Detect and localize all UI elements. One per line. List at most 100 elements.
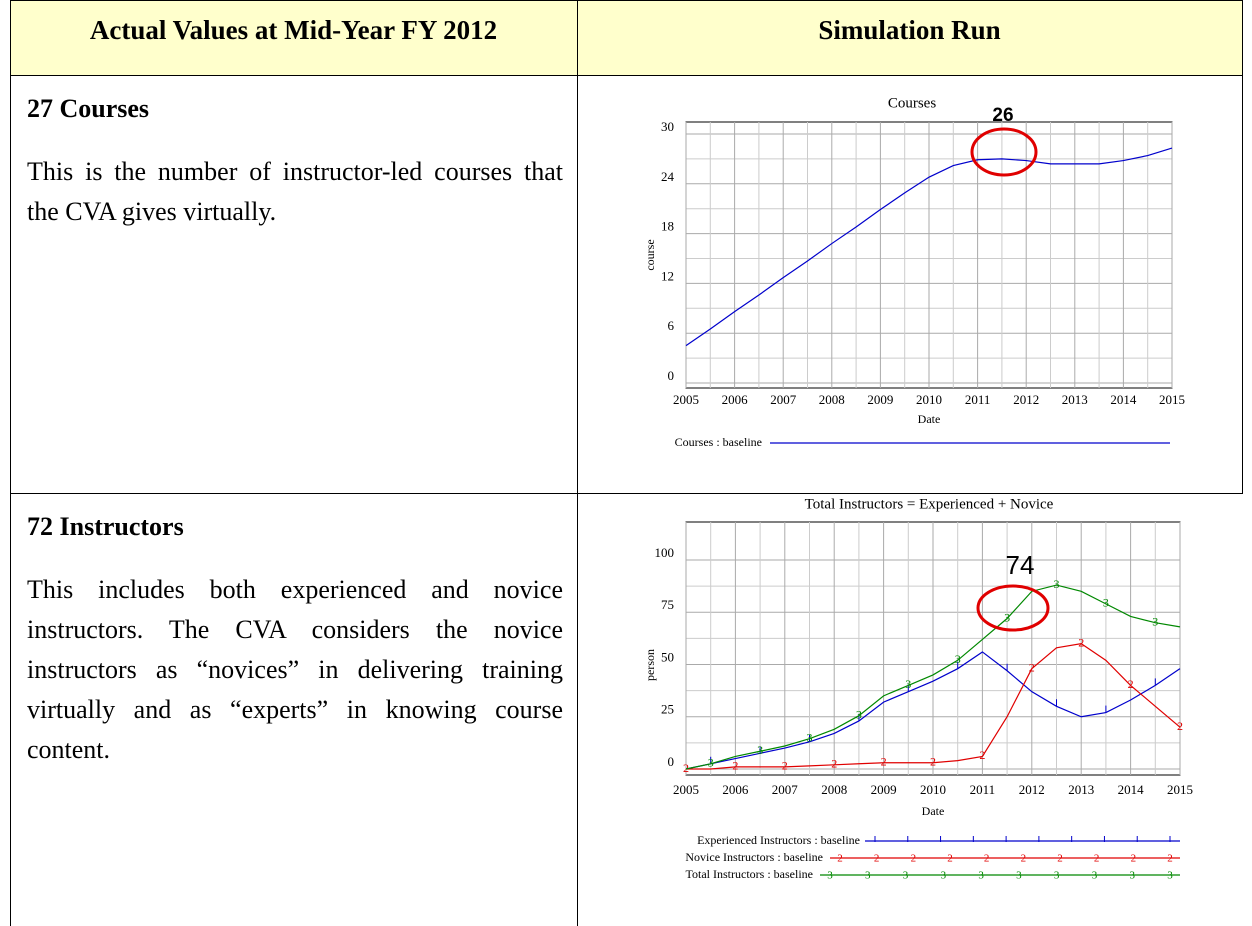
y-tick-label: 25	[661, 702, 674, 717]
annotation: 74	[1006, 550, 1035, 580]
x-tick-label: 2005	[673, 782, 699, 797]
row-heading: 72 Instructors	[27, 512, 184, 541]
series-marker: 3	[1152, 614, 1158, 628]
row-text: This includes both experienced and novic…	[27, 575, 563, 764]
legend-marker: 3	[1167, 870, 1173, 882]
series-marker: 3	[955, 652, 961, 666]
legend-marker: 2	[837, 853, 843, 865]
legend-marker: 2	[1021, 853, 1027, 865]
legend-marker: 3	[1016, 870, 1022, 882]
x-axis-label: Date	[922, 804, 945, 818]
series-marker: 2	[732, 759, 738, 773]
legend-marker: 3	[1092, 870, 1098, 882]
x-tick-label: 2014	[1118, 782, 1145, 797]
chart-title: Total Instructors = Experienced + Novice	[805, 496, 1054, 512]
table-border	[10, 0, 1243, 1]
y-tick-label: 100	[655, 545, 675, 560]
y-tick-label: 12	[661, 268, 674, 283]
series-line	[685, 147, 1173, 347]
legend-marker: 3	[978, 870, 984, 882]
series-marker: 2	[979, 748, 985, 762]
legend-label: Novice Instructors : baseline	[685, 850, 823, 864]
y-tick-label: 18	[661, 219, 674, 234]
series-marker: 2	[831, 757, 837, 771]
y-tick-label: 50	[661, 649, 674, 664]
highlight-circle	[970, 127, 1038, 177]
table-border	[1242, 0, 1243, 494]
legend-marker: 3	[1054, 870, 1060, 882]
x-tick-label: 2010	[916, 392, 942, 407]
row-heading: 27 Courses	[27, 94, 150, 123]
header-cell: Simulation Run	[577, 1, 1242, 75]
x-tick-label: 2008	[819, 392, 845, 407]
y-axis-label: course	[643, 239, 657, 270]
y-axis-label: person	[643, 649, 657, 681]
series-marker: 2	[1177, 719, 1183, 733]
series-marker: 2	[1029, 660, 1035, 674]
series-marker: 3	[1054, 577, 1060, 591]
legend-marker: 3	[827, 870, 833, 882]
series-marker: 2	[1078, 635, 1084, 649]
series-line	[685, 584, 1181, 770]
series-marker: 3	[1004, 610, 1010, 624]
legend-marker: 2	[1094, 853, 1100, 865]
x-tick-label: 2011	[965, 392, 991, 407]
legend-marker: 2	[874, 853, 880, 865]
series-marker: 2	[881, 754, 887, 768]
series-line	[686, 642, 1181, 770]
series-marker: 2	[782, 759, 788, 773]
y-tick-label: 6	[668, 318, 675, 333]
y-tick-label: 30	[661, 119, 674, 134]
legend-label: Experienced Instructors : baseline	[697, 833, 860, 847]
legend-marker: 3	[1129, 870, 1135, 882]
x-tick-label: 2012	[1019, 782, 1045, 797]
table-border	[577, 0, 578, 926]
legend-marker: 2	[984, 853, 990, 865]
series-marker: 3	[708, 756, 714, 770]
legend-marker: 3	[941, 870, 947, 882]
x-tick-label: 2007	[770, 392, 797, 407]
legend-marker: 2	[1167, 853, 1173, 865]
x-tick-label: 2013	[1068, 782, 1094, 797]
legend-marker: 2	[1057, 853, 1063, 865]
table-border	[10, 493, 1243, 494]
legend-marker: 3	[865, 870, 871, 882]
legend-marker: 2	[947, 853, 953, 865]
series-marker: 2	[1128, 677, 1134, 691]
x-tick-label: 2014	[1110, 392, 1137, 407]
legend-marker: 2	[911, 853, 917, 865]
series-marker: 2	[683, 761, 689, 775]
table-border	[10, 0, 11, 926]
x-tick-label: 2009	[871, 782, 897, 797]
legend-marker: 2	[1131, 853, 1137, 865]
x-tick-label: 2008	[821, 782, 847, 797]
y-tick-label: 0	[668, 368, 675, 383]
x-tick-label: 2006	[722, 392, 749, 407]
x-tick-label: 2015	[1167, 782, 1193, 797]
series-marker: 3	[905, 677, 911, 691]
annotation: 26	[992, 105, 1013, 126]
x-tick-label: 2010	[920, 782, 946, 797]
y-tick-label: 75	[661, 597, 674, 612]
legend-label: Total Instructors : baseline	[686, 867, 813, 881]
x-tick-label: 2005	[673, 392, 699, 407]
x-tick-label: 2012	[1013, 392, 1039, 407]
row-text: This is the number of instructor-led cou…	[27, 157, 563, 226]
x-tick-label: 2009	[867, 392, 893, 407]
highlight-circle	[976, 584, 1050, 632]
legend-marker: 3	[903, 870, 909, 882]
x-tick-label: 2013	[1062, 392, 1088, 407]
series-line	[685, 651, 1181, 770]
series-marker: 2	[930, 754, 936, 768]
x-axis-label: Date	[918, 412, 941, 426]
x-tick-label: 2015	[1159, 392, 1185, 407]
series-marker: 3	[757, 743, 763, 757]
y-tick-label: 24	[661, 169, 675, 184]
chart-title: Courses	[888, 95, 936, 111]
y-tick-label: 0	[668, 754, 675, 769]
legend-label: Courses : baseline	[675, 435, 762, 449]
table-border	[10, 75, 1243, 76]
x-tick-label: 2011	[970, 782, 996, 797]
series-marker: 3	[807, 730, 813, 744]
